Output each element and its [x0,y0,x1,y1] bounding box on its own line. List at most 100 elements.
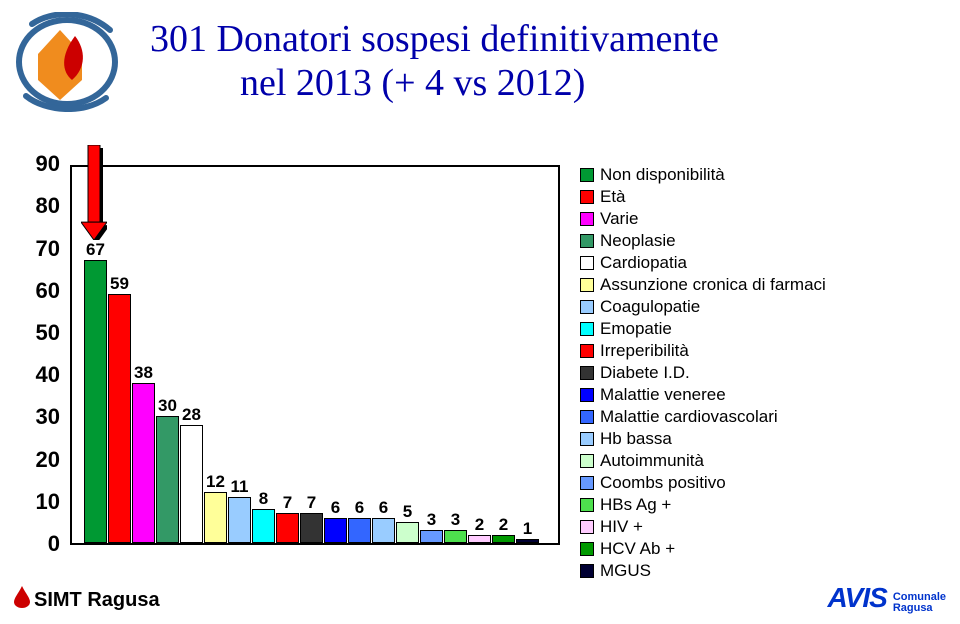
bar-value-label: 12 [205,472,226,492]
y-tick-label: 70 [14,236,60,262]
bar: 38 [132,383,155,543]
legend-label: Irreperibilità [600,341,689,361]
legend-label: MGUS [600,561,651,581]
legend-swatch [580,344,594,358]
legend-label: Malattie veneree [600,385,726,405]
legend-swatch [580,168,594,182]
legend-label: Non disponibilità [600,165,725,185]
legend-swatch [580,388,594,402]
bar-value-label: 7 [277,493,298,513]
y-axis: 0102030405060708090 [14,165,60,545]
legend-swatch [580,256,594,270]
legend-label: Hb bassa [600,429,672,449]
legend-item: Neoplasie [580,231,940,251]
legend-label: Coagulopatie [600,297,700,317]
bar-value-label: 28 [181,405,202,425]
bar: 2 [492,535,515,543]
legend-item: Emopatie [580,319,940,339]
legend-item: Non disponibilità [580,165,940,185]
legend-swatch [580,498,594,512]
bar-value-label: 67 [85,240,106,260]
avis-logo-subtext: Comunale Ragusa [893,592,946,614]
bar-value-label: 59 [109,274,130,294]
legend-swatch [580,454,594,468]
y-tick-label: 50 [14,320,60,346]
legend-item: Età [580,187,940,207]
bar-value-label: 7 [301,493,322,513]
title-line-1: 301 Donatori sospesi definitivamente [150,18,930,62]
footer-left: SIMT Ragusa [14,586,160,614]
bar: 30 [156,416,179,543]
legend-item: Hb bassa [580,429,940,449]
legend-label: Neoplasie [600,231,676,251]
legend-label: Autoimmunità [600,451,704,471]
plot-area: 67593830281211877666533221 [70,165,560,545]
legend-label: HCV Ab + [600,539,675,559]
legend-label: Varie [600,209,638,229]
bar-value-label: 30 [157,396,178,416]
bar-value-label: 2 [469,515,490,535]
bar: 2 [468,535,491,543]
bar-value-label: 5 [397,502,418,522]
legend-item: Coagulopatie [580,297,940,317]
legend-label: Assunzione cronica di farmaci [600,275,826,295]
legend-item: Assunzione cronica di farmaci [580,275,940,295]
bar: 11 [228,497,251,543]
legend-swatch [580,410,594,424]
footer-left-label: SIMT Ragusa [34,589,160,612]
legend-label: HIV + [600,517,643,537]
y-tick-label: 80 [14,193,60,219]
legend-label: Età [600,187,626,207]
y-tick-label: 60 [14,278,60,304]
legend-swatch [580,432,594,446]
legend-item: Malattie cardiovascolari [580,407,940,427]
legend-swatch [580,190,594,204]
legend-item: Coombs positivo [580,473,940,493]
legend-label: Cardiopatia [600,253,687,273]
y-tick-label: 90 [14,151,60,177]
bar-value-label: 11 [229,477,250,497]
avis-logo-text: AVIS [828,582,887,614]
blood-drop-icon [14,586,30,614]
bar-value-label: 1 [517,519,538,539]
legend-label: Emopatie [600,319,672,339]
legend-label: HBs Ag + [600,495,671,515]
legend-item: MGUS [580,561,940,581]
bar-value-label: 38 [133,363,154,383]
bar: 7 [300,513,323,543]
bar: 67 [84,260,107,543]
bar: 3 [444,530,467,543]
bar: 6 [372,518,395,543]
legend-swatch [580,520,594,534]
bar: 28 [180,425,203,543]
legend-item: Autoimmunità [580,451,940,471]
title-line-2: nel 2013 (+ 4 vs 2012) [240,62,930,106]
bar: 1 [516,539,539,543]
avis-sub-line2: Ragusa [893,603,946,614]
legend-label: Diabete I.D. [600,363,690,383]
bar: 3 [420,530,443,543]
y-tick-label: 40 [14,362,60,388]
legend-swatch [580,300,594,314]
bar: 6 [324,518,347,543]
bar: 5 [396,522,419,543]
y-tick-label: 0 [14,531,60,557]
y-tick-label: 10 [14,489,60,515]
bar-value-label: 8 [253,489,274,509]
legend-item: Cardiopatia [580,253,940,273]
bar: 7 [276,513,299,543]
bar-value-label: 6 [349,498,370,518]
legend-label: Malattie cardiovascolari [600,407,778,427]
bar: 12 [204,492,227,543]
legend: Non disponibilitàEtàVarieNeoplasieCardio… [580,165,940,583]
legend-item: HIV + [580,517,940,537]
legend-swatch [580,366,594,380]
bar: 6 [348,518,371,543]
y-tick-label: 20 [14,447,60,473]
bar: 59 [108,294,131,543]
bar-value-label: 6 [325,498,346,518]
legend-label: Coombs positivo [600,473,726,493]
globe-drop-logo [12,12,122,117]
legend-swatch [580,278,594,292]
legend-swatch [580,476,594,490]
